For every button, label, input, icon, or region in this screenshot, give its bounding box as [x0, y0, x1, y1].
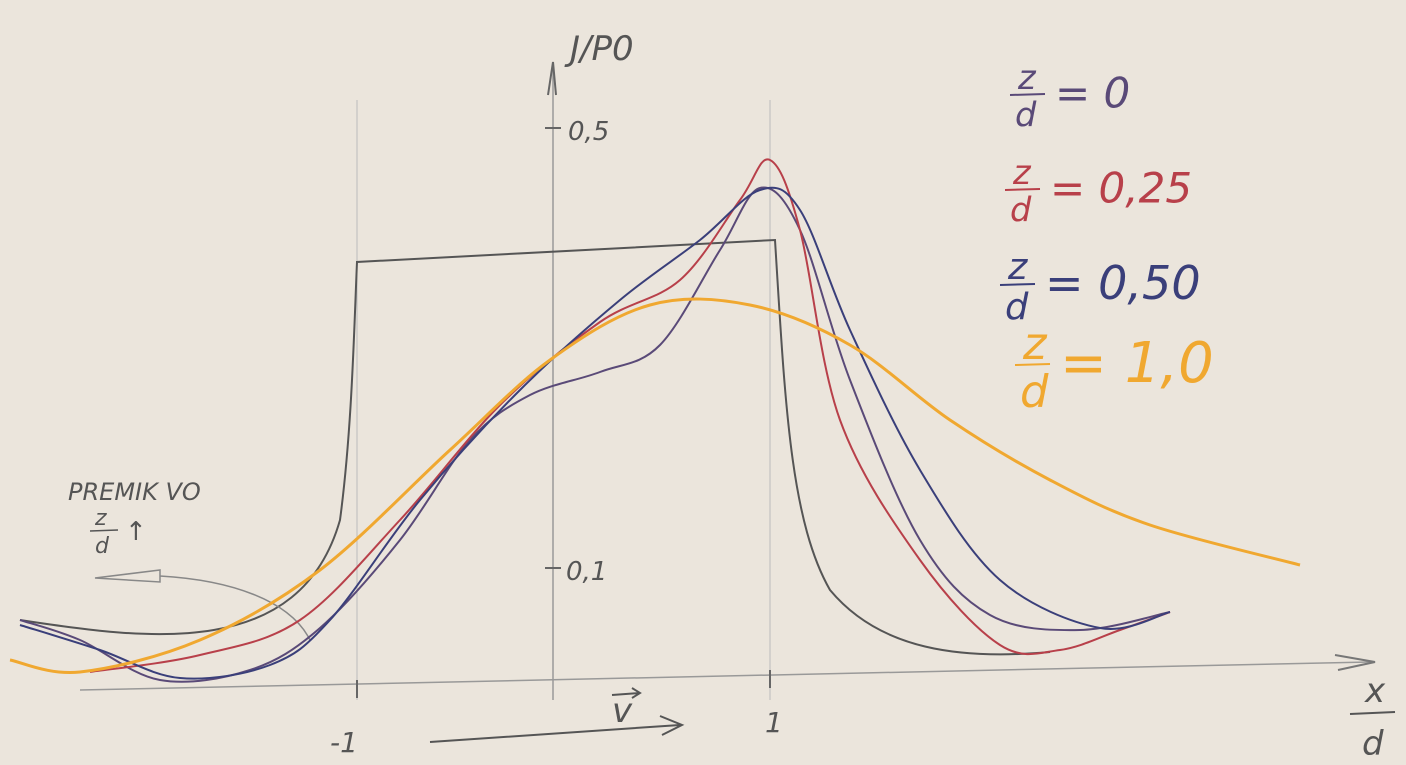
flow-arrow: [429, 715, 685, 743]
x-axis-label-numerator: x: [1364, 671, 1386, 711]
x-axis-label-denominator: d: [1362, 724, 1384, 764]
fraction-bar: [999, 283, 1036, 286]
curve: [89, 158, 1171, 673]
y-tick-label: 0,1: [566, 557, 607, 587]
x-tick-label: -1: [330, 726, 358, 759]
y-tick-label: 0,5: [568, 117, 609, 147]
legend-value: = 1,0: [1060, 331, 1214, 396]
legend-denominator: d: [1020, 365, 1049, 418]
x-tick-label: 1: [765, 706, 783, 739]
legend-denominator: d: [1015, 96, 1037, 135]
annotation-numerator: z: [94, 506, 107, 531]
fraction-bar: [1349, 711, 1396, 715]
legend-numerator: z: [1012, 153, 1032, 192]
annotation-arrow-sketch: [94, 569, 311, 641]
fraction-bar: [1009, 93, 1046, 96]
legend-value: = 0,25: [1050, 164, 1192, 213]
curve: [19, 186, 1171, 680]
curve: [19, 186, 1171, 683]
y-axis-label: J/P0: [564, 29, 634, 69]
curves: [9, 158, 1301, 683]
annotation: PREMIK VO: [68, 478, 201, 506]
curve: [9, 297, 1301, 675]
initial-profile: [19, 238, 1051, 656]
legend-denominator: d: [1010, 191, 1032, 230]
fraction-bar: [1004, 188, 1041, 191]
legend-numerator: z: [1022, 317, 1048, 370]
legend-numerator: z: [1007, 245, 1028, 288]
legend-numerator: z: [1017, 58, 1037, 97]
legend-value: = 0: [1055, 69, 1130, 118]
fraction-bar: [89, 529, 119, 532]
annotation-denominator: d: [95, 534, 110, 559]
legend-denominator: d: [1005, 286, 1029, 329]
velocity-label: v: [612, 691, 633, 731]
x-arrow: [1334, 654, 1376, 671]
fraction-bar: [1014, 363, 1051, 366]
y-arrow: [547, 61, 557, 96]
annotation-arrow: ↑: [125, 517, 147, 547]
velocity-vector: [611, 687, 642, 699]
legend-value: = 0,50: [1045, 256, 1201, 310]
x-axis: [79, 661, 1371, 691]
